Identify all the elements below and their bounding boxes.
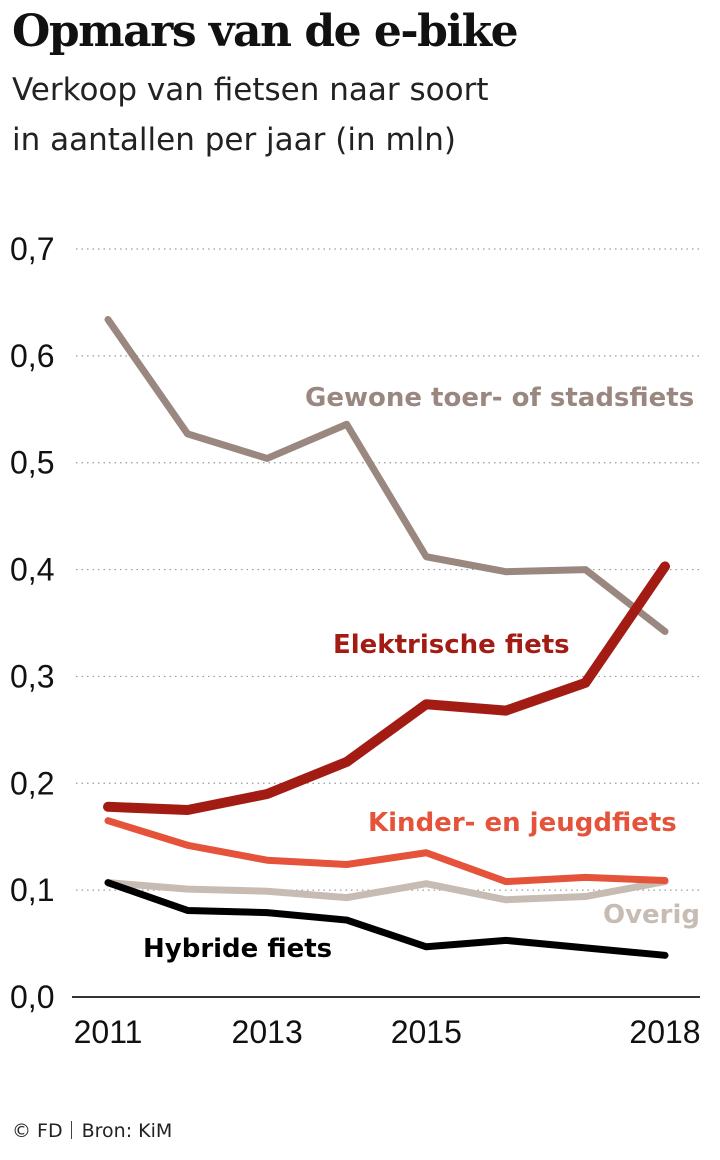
y-tick-label: 0,0 bbox=[10, 979, 54, 1015]
y-tick-label: 0,6 bbox=[10, 338, 54, 374]
series-line bbox=[104, 817, 669, 886]
series-lines bbox=[103, 316, 670, 959]
x-axis-tick-labels: 2011 2013 2015 2018 bbox=[74, 1014, 701, 1050]
chart-subtitle-line-2: in aantallen per jaar (in mln) bbox=[12, 122, 457, 158]
y-tick-label: 0,4 bbox=[10, 552, 54, 588]
footer-separator bbox=[70, 1121, 72, 1139]
x-tick-label: 2018 bbox=[629, 1014, 700, 1050]
x-tick-label: 2015 bbox=[391, 1014, 462, 1050]
series-label: Kinder- en jeugdfiets bbox=[368, 808, 677, 838]
chart-title: Opmars van de e-bike bbox=[12, 6, 519, 57]
footer: © FD Bron: KiM bbox=[12, 1120, 172, 1142]
x-tick-label: 2013 bbox=[232, 1014, 303, 1050]
copyright-credit: © FD bbox=[12, 1120, 63, 1142]
y-tick-label: 0,7 bbox=[10, 231, 54, 267]
y-tick-label: 0,5 bbox=[10, 445, 54, 481]
chart-subtitle-line-1: Verkoop van fietsen naar soort bbox=[12, 72, 489, 108]
y-tick-label: 0,1 bbox=[10, 872, 54, 908]
series-labels: Gewone toer- of stadsfiets Elektrische fi… bbox=[143, 383, 700, 964]
series-line bbox=[104, 878, 669, 904]
series-label: Hybride fiets bbox=[143, 934, 332, 964]
line-chart: 0,00,10,20,30,40,50,60,7 2011 2013 2015 201… bbox=[10, 231, 701, 1050]
x-tick-label: 2011 bbox=[74, 1014, 143, 1050]
series-line bbox=[104, 879, 669, 959]
y-tick-label: 0,3 bbox=[10, 658, 54, 694]
series-label: Gewone toer- of stadsfiets bbox=[305, 383, 694, 413]
series-label: Overig bbox=[603, 900, 700, 930]
series-line bbox=[103, 561, 670, 815]
series-line bbox=[104, 316, 669, 636]
source-credit: Bron: KiM bbox=[81, 1120, 173, 1142]
y-tick-label: 0,2 bbox=[10, 765, 54, 801]
y-axis-tick-labels: 0,0 0,1 0,2 0,3 0,4 0,5 0,6 0,7 bbox=[10, 231, 54, 1015]
series-label: Elektrische fiets bbox=[333, 630, 570, 660]
gridlines bbox=[76, 248, 700, 891]
